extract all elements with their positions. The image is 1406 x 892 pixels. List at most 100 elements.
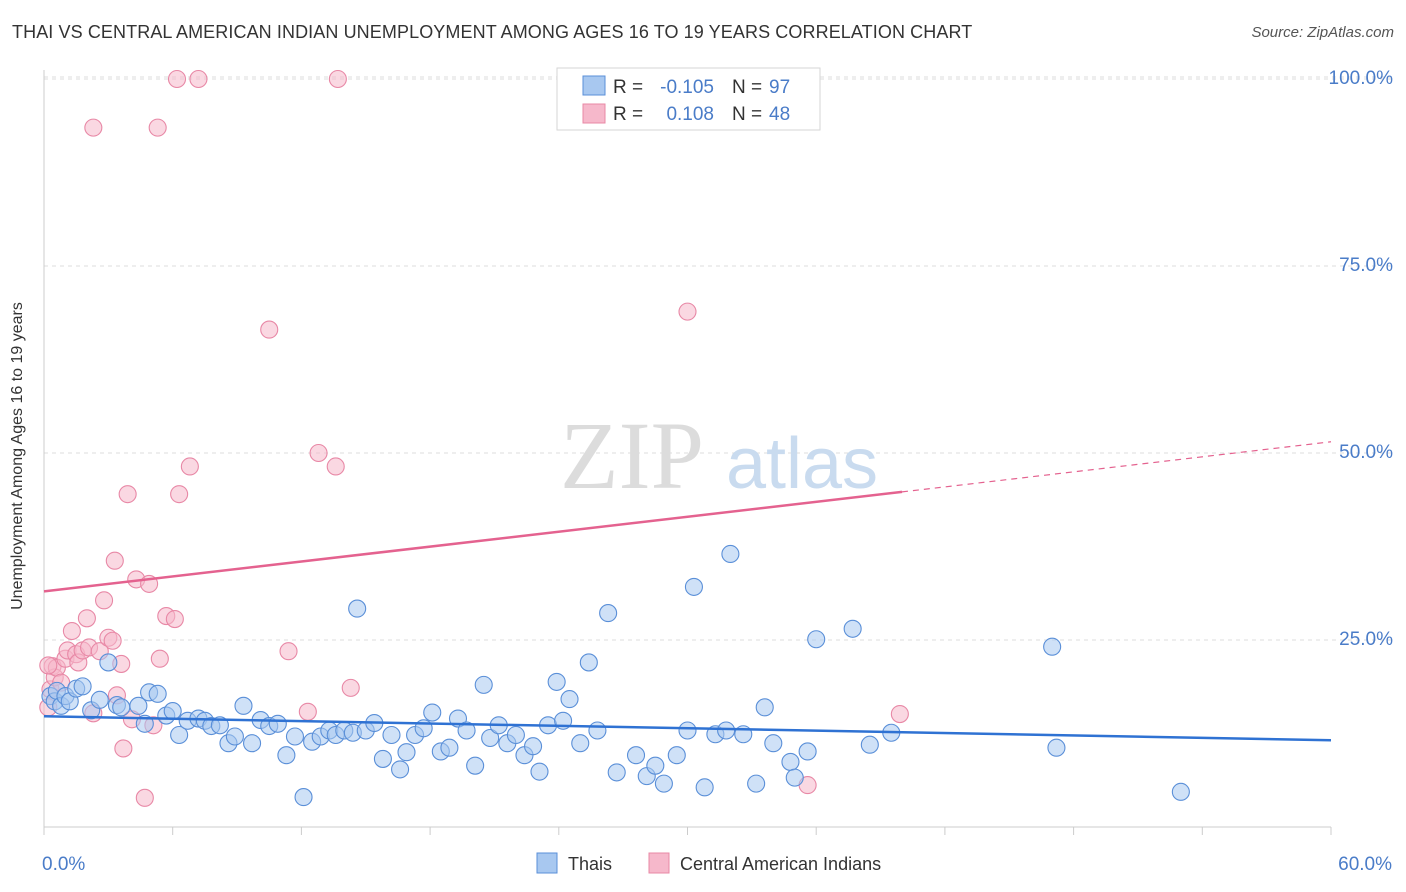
thai-point [571,734,590,753]
thai-point [243,734,262,753]
cai-point [298,702,317,721]
cai-trend-line [43,490,903,593]
watermark: ZIP atlas [560,402,878,509]
cai-point [328,69,347,89]
legend-bottom-cai-swatch [648,852,670,874]
thai-point [277,746,296,765]
thai-point [755,698,774,717]
cai-point [165,610,184,629]
legend-bottom-thai-label: Thais [568,854,612,874]
thai-point [530,762,549,781]
thai-point [170,725,189,745]
thai-point [860,735,879,754]
thai-point [798,742,817,761]
y-tick-label: 100.0% [1329,68,1394,89]
legend-bottom-thai-swatch [536,852,558,874]
chart-title: THAI VS CENTRAL AMERICAN INDIAN UNEMPLOY… [12,22,973,42]
cai-point [135,788,154,807]
thai-point [135,714,154,733]
thai-point [481,728,500,748]
thai-point [843,619,862,638]
cai-point [167,69,187,89]
thai-point [506,725,525,745]
cai-point [279,642,298,661]
thai-point [474,675,493,694]
legend-cai-swatch [582,103,606,124]
thai-point [423,703,442,722]
thai-point [695,778,714,797]
y-tick-label: 25.0% [1339,629,1393,650]
cai-point [890,705,909,724]
thai-point [747,774,766,793]
thai-point [268,714,287,733]
thai-trend-line [43,715,1332,742]
watermark-zip: ZIP [560,402,704,509]
legend-cai-r-label: R = [613,104,643,125]
thai-point [225,727,244,746]
cai-trend-extension [901,441,1332,493]
thai-point [99,653,118,672]
thai-point [547,672,566,691]
thai-point [1047,738,1066,757]
cai-point [260,320,279,339]
thai-point [721,544,740,564]
series-thais [41,544,1190,807]
cai-point [180,457,199,476]
thai-point [1171,782,1190,801]
cai-point [341,678,360,697]
legend-thai-n-value: 97 [769,77,790,98]
legend-cai-r-value: 0.108 [666,104,714,125]
thai-point [678,721,697,740]
thai-point [163,702,182,721]
thai-point [373,749,392,768]
cai-point [62,621,81,641]
thai-point [466,756,485,775]
thai-point [391,760,410,779]
thai-point [560,690,579,709]
trend-lines [43,441,1332,742]
thai-point [457,721,476,740]
legend-series: Thais Central American Indians [536,852,881,874]
thai-point [684,577,703,596]
cai-point [77,609,96,628]
legend-cai-n-value: 48 [769,104,790,125]
cai-point [189,69,208,89]
cai-point [678,302,697,321]
thai-point [588,721,607,740]
thai-point [607,763,626,782]
cai-point [148,118,167,137]
legend-bottom-cai-label: Central American Indians [680,854,881,874]
cai-point [170,485,189,504]
cai-point [39,656,58,675]
legend-stats: R = -0.105 N = 97 R = 0.108 N = 48 [556,67,821,131]
thai-point [654,774,673,793]
thai-point [348,599,367,618]
thai-point [1043,637,1062,656]
y-tick-label: 50.0% [1339,442,1393,463]
thai-point [90,690,109,709]
cai-point [105,551,124,570]
y-tick-label: 75.0% [1339,255,1393,276]
thai-point [397,743,416,762]
thai-point [285,727,305,746]
thai-point [781,752,800,771]
thai-point [667,746,686,765]
cai-point [150,649,169,668]
cai-point [326,457,345,476]
thai-point [148,684,167,703]
thai-point [73,677,92,696]
legend-thai-n-label: N = [732,77,762,98]
thai-point [579,653,598,672]
thai-point [646,756,665,775]
thai-point [210,716,229,735]
cai-point [114,739,133,758]
thai-point [112,698,131,717]
thai-point [717,721,736,740]
cai-point [118,485,137,504]
thai-point [382,725,401,745]
thai-point [785,768,804,787]
cai-point [95,591,114,610]
watermark-atlas: atlas [726,424,878,504]
legend-thai-swatch [582,75,606,96]
